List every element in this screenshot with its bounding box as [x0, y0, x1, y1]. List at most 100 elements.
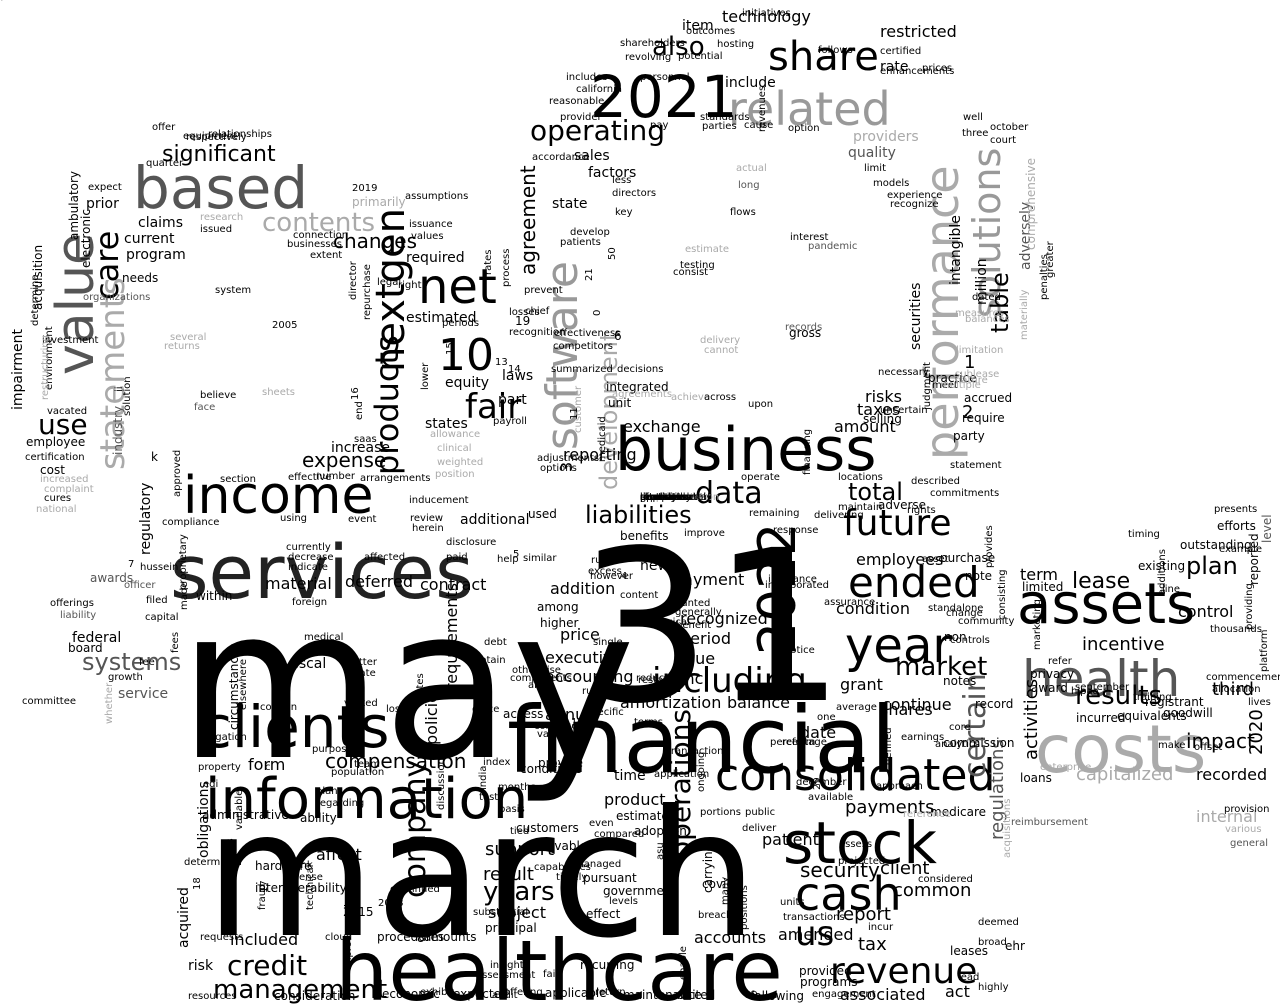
cloud-word: result: [483, 864, 534, 885]
cloud-word: office: [472, 704, 499, 715]
cloud-word: level: [1260, 514, 1274, 543]
cloud-word: technical: [305, 865, 316, 910]
cloud-word: core: [949, 722, 971, 733]
cloud-word: determined: [184, 857, 242, 868]
cloud-word: 2021: [590, 63, 738, 131]
cloud-word: additional: [460, 512, 530, 528]
cloud-word: requests: [200, 932, 243, 943]
cloud-word: leases: [950, 944, 988, 958]
cloud-word: date: [800, 723, 836, 742]
cloud-word: privacy: [1030, 667, 1074, 681]
cloud-word: 21: [584, 268, 595, 281]
cloud-word: thousands: [1210, 624, 1262, 635]
cloud-word: gross: [789, 326, 821, 340]
cloud-word: taxes: [857, 400, 900, 419]
cloud-word: rights: [907, 505, 936, 516]
cloud-word: market: [895, 652, 987, 682]
cloud-word: provisions: [640, 492, 691, 503]
cloud-word: variable: [234, 790, 245, 830]
cloud-word: enable: [678, 946, 689, 980]
cloud-word: included: [230, 930, 298, 949]
cloud-word: based: [133, 154, 308, 222]
cloud-word: material: [265, 574, 332, 593]
cloud-word: exchange: [623, 417, 701, 436]
cloud-word: restructuring: [40, 335, 51, 400]
cloud-word: court: [990, 135, 1016, 146]
cloud-word: effectiveness: [554, 328, 620, 339]
cloud-word: recorded: [1196, 765, 1267, 784]
cloud-word: records: [785, 322, 822, 333]
cloud-word: company: [398, 760, 433, 898]
cloud-word: 2018: [378, 898, 403, 909]
cloud-word: part: [498, 392, 527, 408]
cloud-word: needs: [122, 271, 158, 285]
cloud-word: reduce: [636, 673, 670, 684]
cloud-word: form: [248, 755, 285, 774]
cloud-word: tied: [510, 826, 529, 837]
cloud-word: issued: [200, 224, 232, 235]
cloud-word: controls: [950, 635, 990, 646]
cloud-word: upon: [748, 399, 773, 410]
cloud-word: due: [685, 649, 715, 668]
cloud-word: shareholder: [640, 492, 700, 503]
cloud-word: capital: [145, 612, 179, 623]
cloud-word: vacated: [47, 406, 87, 417]
cloud-word: reimbursement: [1011, 817, 1088, 828]
cloud-word: life: [640, 492, 655, 503]
cloud-word: 16: [350, 387, 361, 400]
cloud-word: administrative: [202, 808, 289, 822]
cloud-word: weighted: [437, 457, 483, 468]
cloud-word: maintenance: [623, 988, 702, 1002]
cloud-word: create: [344, 668, 376, 679]
cloud-word: provision: [1224, 804, 1270, 815]
cloud-word: liability: [60, 610, 96, 621]
cloud-word: prior: [86, 196, 119, 212]
cloud-word: technological: [623, 617, 690, 628]
cloud-word: activities: [1021, 679, 1042, 760]
cloud-word: awards: [90, 571, 133, 585]
cloud-word: lead: [958, 972, 979, 983]
cloud-word: directly: [640, 492, 677, 503]
cloud-word: interest: [790, 232, 828, 243]
cloud-word: technology: [722, 7, 811, 26]
cloud-word: fair: [465, 387, 521, 427]
cloud-word: experience: [887, 190, 942, 201]
cloud-word: goodwill: [1163, 706, 1213, 720]
cloud-word: 9: [622, 547, 628, 558]
cloud-word: initiatives: [742, 8, 791, 19]
cloud-word: patient: [762, 830, 819, 849]
cloud-word: community: [958, 616, 1014, 627]
cloud-word: security: [800, 858, 880, 882]
cloud-word: associated: [840, 985, 926, 1004]
cloud-word: medical: [304, 632, 343, 643]
cloud-word: delivering: [814, 510, 864, 521]
cloud-word: agreement: [516, 165, 540, 275]
cloud-word: fiscal: [290, 656, 326, 672]
cloud-word: number: [316, 471, 356, 482]
cloud-word: medicare: [930, 805, 986, 819]
cloud-word: support: [485, 839, 554, 860]
cloud-word: complaint: [44, 484, 94, 495]
cloud-word: clinical: [437, 443, 472, 454]
cloud-word: offer: [152, 122, 176, 133]
cloud-word: marketing: [1032, 599, 1043, 650]
cloud-word: similar: [523, 553, 557, 564]
cloud-word: india: [478, 766, 489, 790]
cloud-word: compensation: [325, 749, 466, 773]
cloud-word: 15: [445, 342, 456, 355]
cloud-word: consideration: [274, 989, 355, 1003]
cloud-word: includes: [566, 72, 607, 83]
cloud-word: allowance: [430, 429, 480, 440]
cloud-word: intangible: [948, 215, 964, 285]
cloud-word: period: [680, 629, 731, 648]
cloud-word: additions: [1157, 549, 1168, 595]
cloud-word: include: [725, 75, 776, 91]
cloud-word: improvements: [343, 898, 354, 970]
cloud-word: ability: [300, 811, 337, 825]
cloud-word: purposes: [312, 744, 358, 755]
cloud-word: affected: [364, 552, 405, 563]
cloud-word: expect: [88, 182, 122, 193]
cloud-word: cannot: [704, 345, 738, 356]
cloud-word: c: [265, 762, 271, 773]
